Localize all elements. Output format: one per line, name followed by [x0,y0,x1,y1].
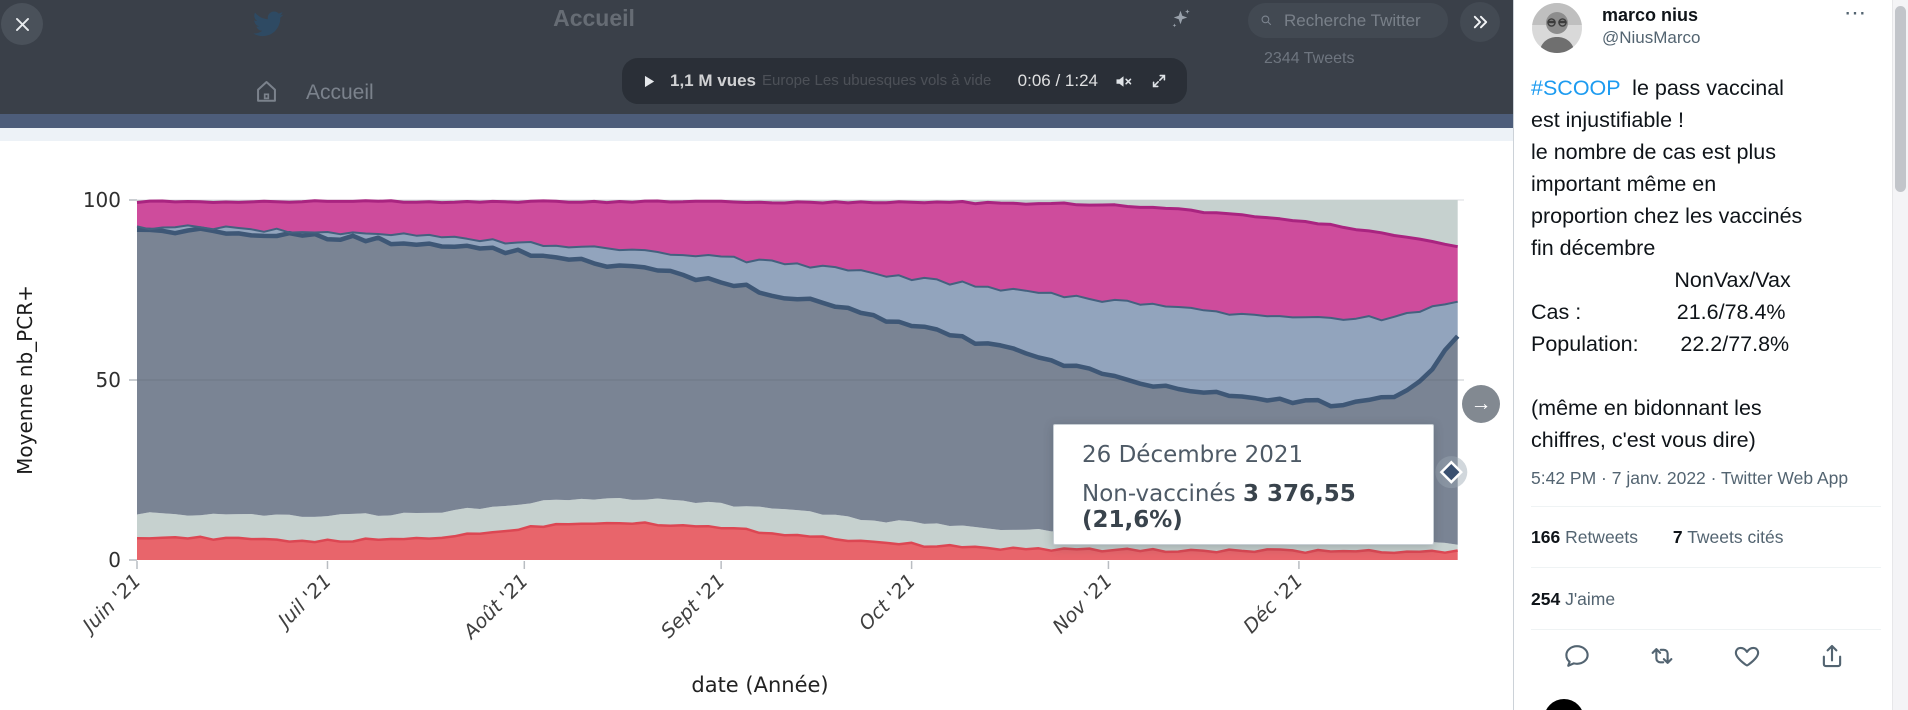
band-edge-line [136,521,1458,555]
scrollbar-thumb[interactable] [1895,6,1906,192]
x-tick-label: Déc '21 [1239,569,1308,638]
y-tick-label: 50 [96,368,121,392]
sparkle-timeline-icon[interactable] [1168,6,1193,31]
y-tick-label: 0 [108,548,121,572]
like-stats-row: 254 J'aime [1531,589,1615,610]
area-band [137,522,1458,560]
x-tick-label: Juin '21 [75,569,145,639]
user-display-name[interactable]: marco nius [1602,5,1699,25]
divider [1531,567,1881,568]
retweet-stats-row: 166 Retweets 7 Tweets cités [1531,527,1783,548]
avatar-photo [1532,3,1582,53]
quote-count[interactable]: 7 [1672,527,1683,547]
tweet-body: #SCOOP le pass vaccinal est injustifiabl… [1531,72,1887,456]
embedded-page-light-strip [0,128,1513,141]
hover-marker-diamond [1439,460,1463,484]
x-tick-label: Juil '21 [271,569,336,634]
fullscreen-icon[interactable] [1149,71,1169,91]
next-image-button[interactable]: → [1462,385,1500,423]
mute-icon[interactable] [1113,71,1134,92]
video-views: 1,1 M vues [670,71,756,90]
chart-tooltip: 26 Décembre 2021 Non-vaccinés 3 376,55 (… [1053,424,1434,545]
y-axis-title: Moyenne nb_PCR+ [13,285,37,475]
x-tick-label: Nov '21 [1048,569,1117,638]
reply-composer-avatar[interactable] [1544,699,1584,710]
band-edge-line [136,199,1458,249]
band-edge-line [136,226,1460,409]
x-tick-label: Oct '21 [854,569,920,635]
close-button[interactable] [1,3,43,45]
double-chevron-right-icon [1473,15,1487,28]
video-controls-bar: 1,1 M vues Europe Les ubuesques vols à v… [622,58,1187,104]
share-button[interactable] [1817,641,1847,671]
tweet-text: le pass vaccinal est injustifiable ! le … [1531,76,1803,452]
y-tick-label: 100 [83,188,121,212]
area-band [137,200,1458,247]
search-input[interactable] [1282,9,1436,32]
hashtag-link[interactable]: #SCOOP [1531,76,1621,100]
like-label[interactable]: J'aime [1565,589,1616,609]
tweet-timestamp[interactable]: 5:42 PM · 7 janv. 2022 · Twitter Web App [1531,468,1849,488]
video-time: 0:06 / 1:24 [1017,71,1098,90]
x-tick-label: Sept '21 [656,569,729,642]
x-tick-label: Août '21 [457,569,532,644]
twitter-bird-icon [253,11,284,37]
x-axis-title: date (Année) [691,673,828,697]
quote-label[interactable]: Tweets cités [1687,527,1784,547]
page-title: Accueil [553,5,635,31]
tooltip-series-value: Non-vaccinés 3 376,55 (21,6%) [1082,481,1356,533]
like-count[interactable]: 254 [1531,589,1561,609]
tweets-count: 2344 Tweets [1264,50,1355,67]
home-nav-label[interactable]: Accueil [306,81,374,104]
avatar[interactable] [1532,3,1582,53]
embedded-page-blue-bar [0,114,1513,128]
tweet-detail-panel: marco nius @NiusMarco ⋯ #SCOOP le pass v… [1513,0,1908,710]
retweet-count[interactable]: 166 [1531,527,1561,547]
play-icon[interactable] [640,73,657,90]
reply-button[interactable] [1562,641,1592,671]
more-options-icon[interactable]: ⋯ [1844,0,1867,25]
expand-sidebar-button[interactable] [1460,2,1500,42]
divider [1531,629,1881,630]
like-button[interactable] [1732,641,1762,671]
area-band [137,225,1458,407]
area-band [137,200,1458,321]
video-caption: Europe Les ubuesques vols à vide [762,72,992,89]
arrow-right-icon: → [1470,392,1492,415]
band-edge-line [136,224,1458,322]
retweet-button[interactable] [1647,641,1677,671]
close-icon [15,17,29,31]
home-icon [257,81,276,102]
retweet-label[interactable]: Retweets [1565,527,1639,547]
search-box[interactable] [1248,3,1448,38]
divider [1531,506,1881,507]
tooltip-date: 26 Décembre 2021 [1082,442,1304,468]
user-handle[interactable]: @NiusMarco [1602,28,1701,47]
search-icon [1261,15,1272,26]
